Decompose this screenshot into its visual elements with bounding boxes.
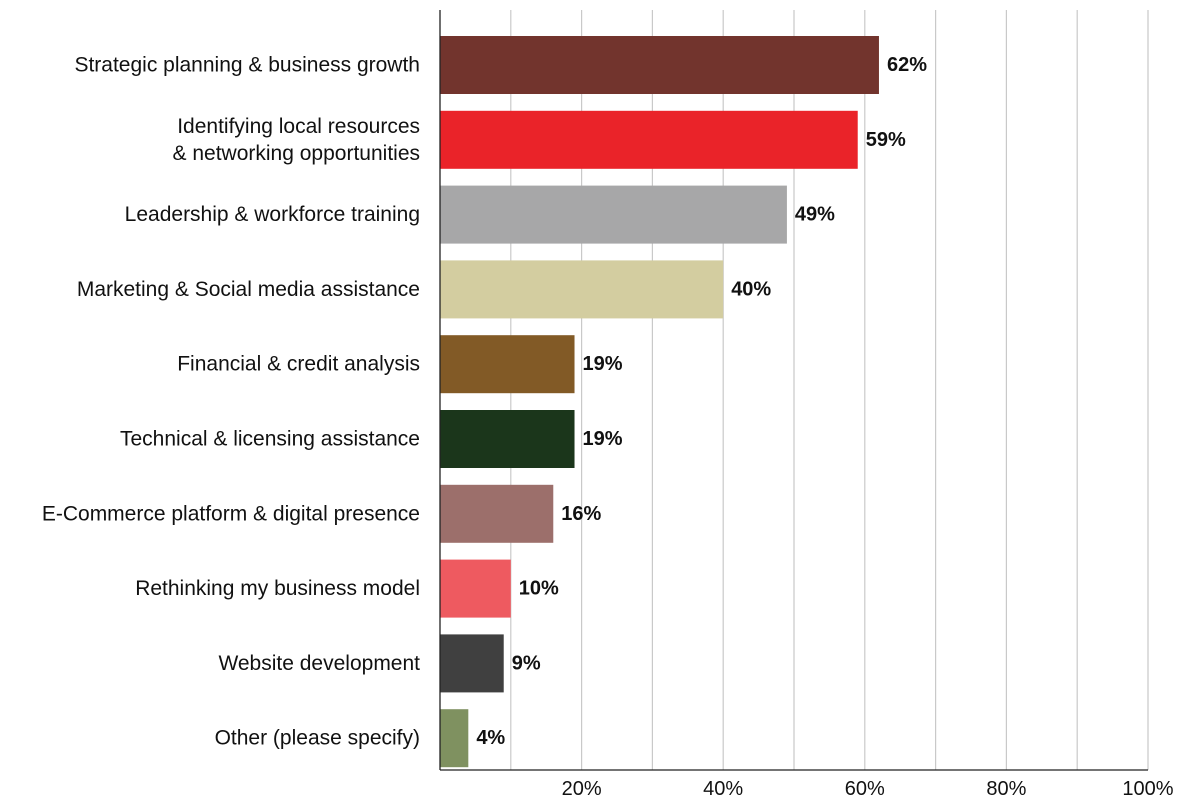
value-label: 4%	[476, 727, 505, 749]
category-label: Technical & licensing assistance	[120, 428, 420, 451]
bar	[440, 36, 879, 94]
value-label: 19%	[583, 353, 623, 375]
category-label: Financial & credit analysis	[177, 353, 420, 376]
category-label: Other (please specify)	[215, 727, 420, 750]
category-label: Identifying local resources	[177, 115, 420, 138]
category-label: & networking opportunities	[173, 142, 420, 165]
value-label: 16%	[561, 503, 601, 525]
category-label: Marketing & Social media assistance	[77, 278, 420, 301]
category-label: Website development	[218, 652, 420, 675]
bar	[440, 185, 787, 244]
bar	[440, 484, 554, 543]
bar	[440, 709, 469, 768]
value-label: 59%	[866, 129, 906, 151]
bar	[440, 410, 575, 468]
value-label: 49%	[795, 204, 835, 226]
x-tick-label: 40%	[703, 778, 743, 800]
x-tick-label: 60%	[845, 778, 885, 800]
category-label: Rethinking my business model	[135, 577, 420, 600]
bar	[440, 634, 504, 693]
x-tick-label: 100%	[1122, 778, 1173, 800]
x-tick-label: 80%	[986, 778, 1026, 800]
value-label: 19%	[583, 428, 623, 450]
value-label: 62%	[887, 54, 927, 76]
bar	[440, 260, 724, 319]
category-label: E-Commerce platform & digital presence	[42, 502, 420, 525]
x-tick-label: 20%	[562, 778, 602, 800]
bar	[440, 559, 511, 618]
bar	[440, 110, 858, 169]
category-label: Leadership & workforce training	[125, 203, 420, 226]
category-label: Strategic planning & business growth	[74, 54, 420, 77]
value-label: 40%	[731, 278, 771, 300]
value-label: 9%	[512, 652, 541, 674]
bar	[440, 335, 575, 394]
value-label: 10%	[519, 578, 559, 600]
